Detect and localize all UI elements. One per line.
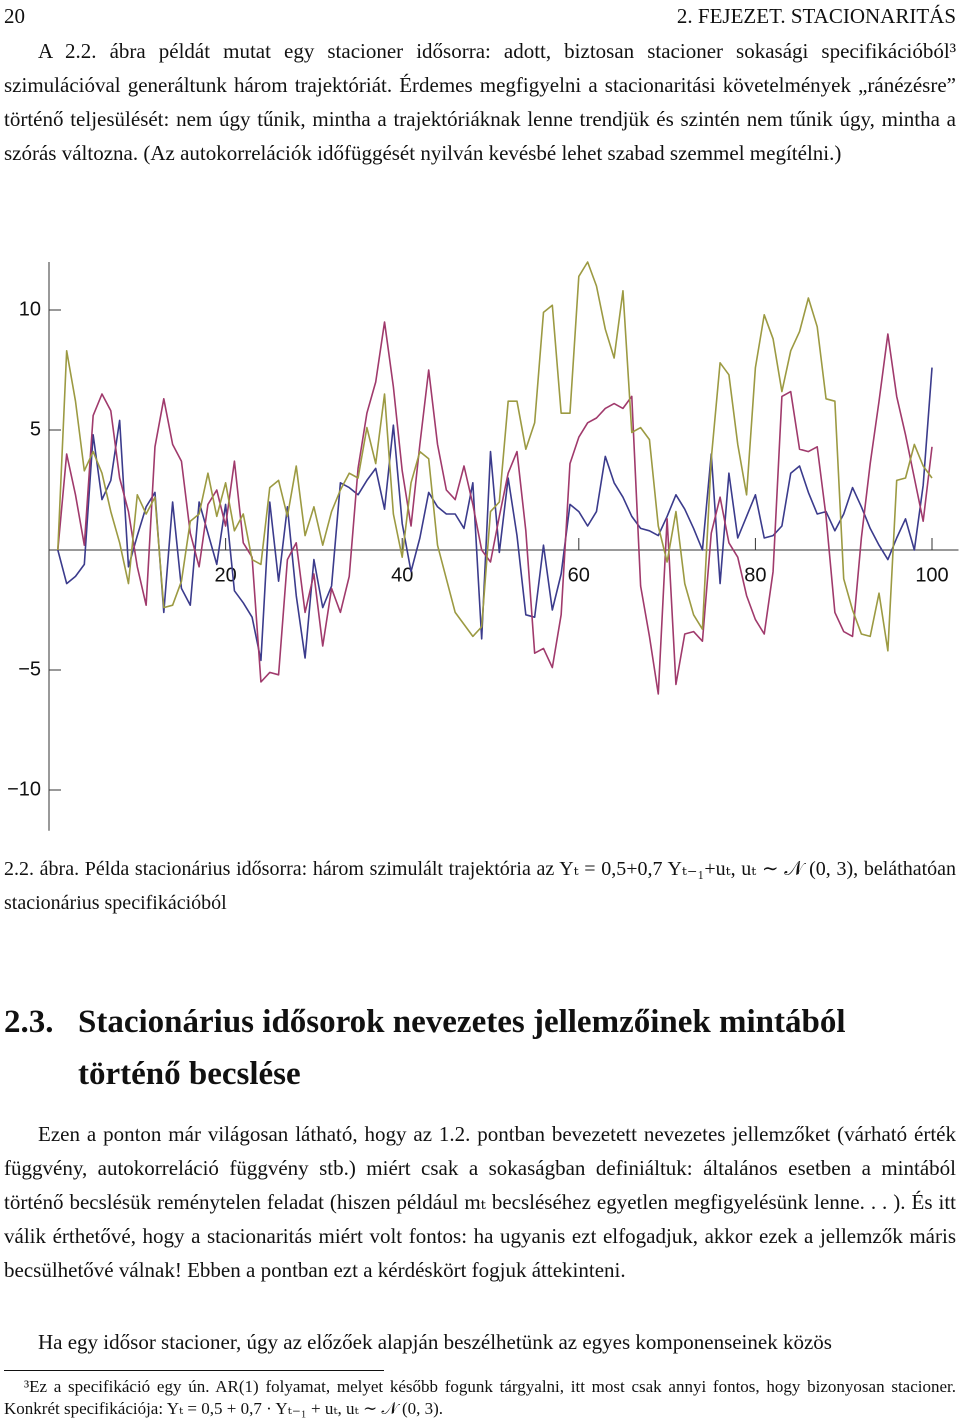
- paragraph: A 2.2. ábra példát mutat egy stacioner i…: [4, 39, 956, 165]
- x-tick-label: 60: [568, 564, 590, 586]
- y-tick-label: 5: [30, 418, 41, 440]
- y-tick-label: −10: [7, 778, 41, 800]
- x-tick-label: 80: [744, 564, 766, 586]
- page-number: 20: [4, 4, 25, 28]
- x-tick-label: 20: [214, 564, 236, 586]
- chart: −10 −5 5 10 20 40 60 80 100: [7, 261, 959, 831]
- series-line: [57, 261, 933, 652]
- paragraph: Ha egy idősor stacioner, úgy az előzőek …: [38, 1330, 832, 1354]
- y-tick-label: 10: [19, 298, 41, 320]
- section-title: Stacionárius idősorok nevezetes jellemző…: [78, 1004, 846, 1092]
- caption-label: 2.2. ábra.: [4, 858, 80, 880]
- caption-text: Példa stacionárius idősorra: három szimu…: [4, 858, 957, 914]
- footnote: ³Ez a specifikáció egy ún. AR(1) folyama…: [4, 1377, 956, 1418]
- footnote-rule: [4, 1370, 384, 1371]
- section-heading: 2.3. Stacionárius idősorok nevezetes jel…: [4, 996, 956, 1100]
- x-tick-label: 100: [915, 564, 948, 586]
- running-header: 2. FEJEZET. STACIONARITÁS: [676, 4, 956, 28]
- caption: 2.2. ábra. Példa stacionárius idősorra: …: [4, 852, 956, 920]
- series-line: [57, 321, 933, 695]
- y-tick-label: −5: [18, 658, 41, 680]
- x-tick-label: 40: [391, 564, 413, 586]
- paragraph: Ezen a ponton már világosan látható, hog…: [4, 1122, 956, 1282]
- section-number: 2.3.: [4, 1004, 54, 1040]
- series-line: [57, 367, 933, 662]
